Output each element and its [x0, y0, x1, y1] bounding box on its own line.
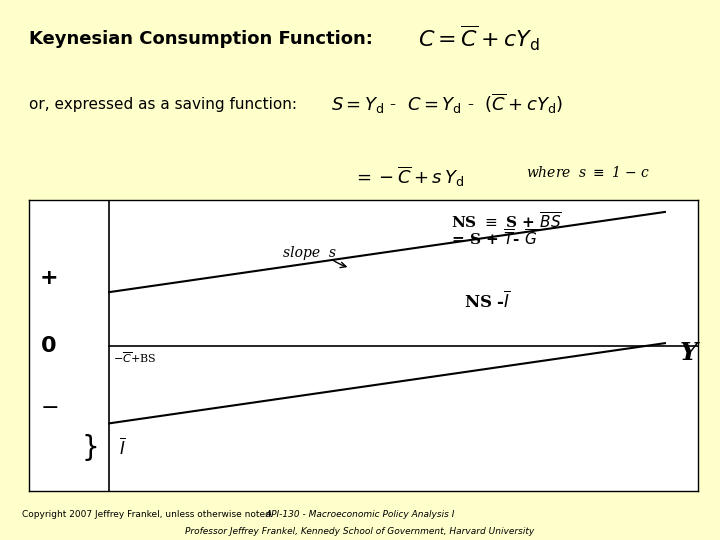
Text: API-130 - Macroeconomic Policy Analysis I: API-130 - Macroeconomic Policy Analysis … — [265, 510, 455, 519]
Text: $\overline{I}$: $\overline{I}$ — [120, 437, 126, 458]
Text: $S = Y_{\rm d}$ -  $C = Y_{\rm d}$ -  $(\overline{C} + cY_{\rm d})$: $S = Y_{\rm d}$ - $C = Y_{\rm d}$ - $(\o… — [331, 92, 563, 116]
Text: Professor Jeffrey Frankel, Kennedy School of Government, Harvard University: Professor Jeffrey Frankel, Kennedy Schoo… — [185, 526, 535, 536]
Text: 0: 0 — [41, 335, 57, 356]
Text: $-$: $-$ — [40, 396, 58, 416]
Text: }: } — [81, 434, 99, 462]
Text: Keynesian Consumption Function:: Keynesian Consumption Function: — [29, 30, 373, 48]
Text: NS $\equiv$ S + $\overline{BS}$: NS $\equiv$ S + $\overline{BS}$ — [451, 212, 562, 232]
Text: NS -$\overline{I}$: NS -$\overline{I}$ — [464, 291, 510, 313]
Text: $C = \overline{C} + cY_{\rm d}$: $C = \overline{C} + cY_{\rm d}$ — [418, 24, 539, 53]
Text: $= -\overline{C} + s\,Y_{\rm d}$: $= -\overline{C} + s\,Y_{\rm d}$ — [353, 165, 464, 189]
Text: Y: Y — [680, 341, 697, 365]
Text: where  s $\equiv$ 1 $-$ c: where s $\equiv$ 1 $-$ c — [526, 165, 650, 180]
Text: = S + $\overline{T}$- $\overline{G}$: = S + $\overline{T}$- $\overline{G}$ — [451, 229, 538, 249]
Text: +: + — [40, 267, 58, 288]
Text: or, expressed as a saving function:: or, expressed as a saving function: — [29, 97, 297, 112]
Text: $-\overline{C}$+BS: $-\overline{C}$+BS — [112, 350, 156, 365]
Text: Copyright 2007 Jeffrey Frankel, unless otherwise noted: Copyright 2007 Jeffrey Frankel, unless o… — [22, 510, 271, 519]
Text: slope  s: slope s — [283, 246, 336, 260]
